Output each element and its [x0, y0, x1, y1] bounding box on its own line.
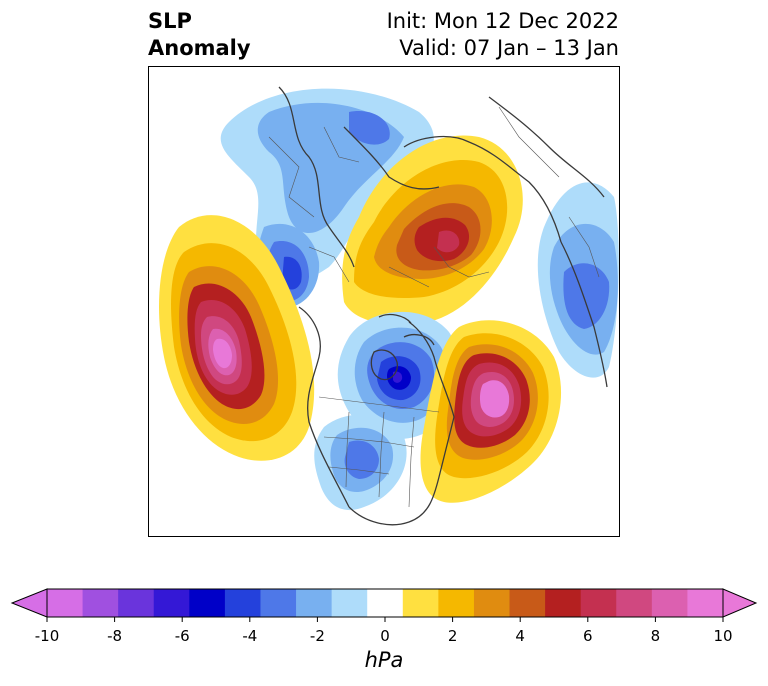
- anomaly-pacific-positive: [159, 215, 315, 461]
- anomaly-atlantic-positive: [420, 320, 562, 503]
- colorbar-cell: [189, 589, 226, 617]
- colorbar-cell: [367, 589, 404, 617]
- colorbar-cell: [224, 589, 261, 617]
- colorbar-tick-label: -8: [107, 627, 123, 645]
- map-title: SLP Anomaly: [148, 8, 251, 62]
- colorbar-cell: [47, 589, 84, 617]
- colorbar-cells: [47, 589, 724, 617]
- colorbar-cell: [331, 589, 368, 617]
- colorbar-tick-label: 2: [447, 627, 458, 645]
- init-date: Init: Mon 12 Dec 2022: [386, 9, 619, 33]
- colorbar-tick-label: -6: [174, 627, 190, 645]
- colorbar-cell: [473, 589, 511, 617]
- colorbar-tick-marks: [46, 617, 724, 622]
- colorbar-cell: [509, 589, 546, 617]
- anomaly-map: [148, 66, 620, 537]
- colorbar-tick-label: 6: [583, 627, 593, 645]
- colorbar-cell: [153, 589, 190, 617]
- colorbar-tick-label: -4: [242, 627, 258, 645]
- colorbar-cell: [260, 589, 297, 617]
- colorbar-cell: [687, 589, 724, 617]
- colorbar-tick-label: 8: [650, 627, 661, 645]
- anomaly-siberia-positive: [342, 135, 523, 325]
- valid-range: Valid: 07 Jan – 13 Jan: [399, 36, 619, 60]
- colorbar-cell: [82, 589, 119, 617]
- title-line-2: Anomaly: [148, 36, 251, 60]
- colorbar-tick-label: -10: [34, 627, 60, 645]
- coastlines: [278, 86, 608, 526]
- colorbar-under-arrow: [10, 588, 48, 618]
- colorbar-cell: [616, 589, 653, 617]
- anomaly-us-negative: [314, 414, 407, 511]
- anomaly-field: [159, 86, 619, 526]
- title-line-1: SLP: [148, 9, 192, 33]
- colorbar-cell: [296, 589, 333, 617]
- colorbar-cell: [545, 589, 582, 617]
- colorbar-tick-label: -2: [309, 627, 325, 645]
- colorbar-cell: [402, 589, 439, 617]
- colorbar-over-arrow: [722, 588, 758, 618]
- colorbar-tick-label: 4: [515, 627, 525, 645]
- colorbar-tick-label: 10: [713, 627, 733, 645]
- init-valid-label: Init: Mon 12 Dec 2022 Valid: 07 Jan – 13…: [387, 8, 619, 62]
- colorbar-cell: [651, 589, 688, 617]
- colorbar-units: hPa: [364, 648, 404, 672]
- colorbar-tick-label: 0: [380, 627, 390, 645]
- colorbar-cell: [438, 589, 475, 617]
- colorbar-cell: [118, 589, 155, 617]
- country-borders: [268, 106, 600, 508]
- colorbar: [10, 588, 758, 622]
- colorbar-cell: [580, 589, 617, 617]
